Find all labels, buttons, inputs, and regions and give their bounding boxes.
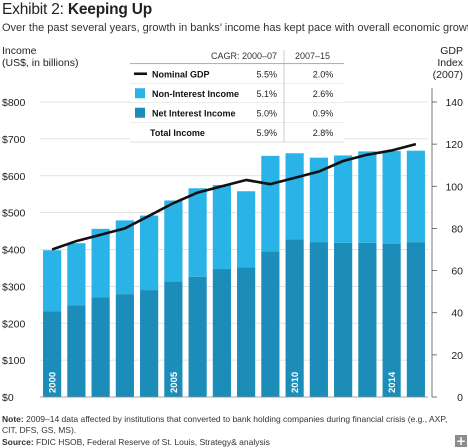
axis-layer: $0 $100 $200 $300 $400 $500 $600 $700 $800 0 20 40 6… (2, 88, 463, 404)
bar-non-interest-income (91, 228, 110, 298)
legend-swatch-box (135, 107, 145, 118)
legend-table: CAGR: 2000–07 2007–15 Nominal GDP 5.5% 2.0% N… (130, 50, 344, 143)
bar-non-interest-income (188, 188, 207, 277)
chart-subtitle: Over the past several years, growth in b… (2, 22, 468, 34)
bar-non-interest-income (67, 243, 86, 306)
right-tick-label: 120 (445, 139, 463, 151)
bar-net-interest-income (43, 311, 62, 397)
year-label: 2014 (387, 371, 398, 393)
legend-row-label: Net Interest Income (152, 108, 236, 118)
year-label: 2010 (290, 372, 301, 393)
bar-net-interest-income (91, 297, 110, 397)
left-tick-label: $500 (2, 208, 26, 220)
legend-value-2007-15: 2.0% (313, 69, 334, 79)
right-axis-label-line2: Index (437, 57, 463, 69)
source-text: FDIC HSOB, Federal Reserve of St. Louis,… (36, 437, 270, 447)
bar-net-interest-income (309, 242, 328, 397)
note-label: Note: (2, 414, 24, 424)
bar-non-interest-income (261, 155, 280, 252)
chart-title: Exhibit 2: Keeping Up (2, 1, 152, 19)
bar-net-interest-income (237, 267, 256, 397)
bar-net-interest-income (382, 243, 401, 397)
bar-non-interest-income (43, 250, 62, 312)
bar-non-interest-income (140, 215, 159, 291)
right-tick-label: 80 (451, 223, 463, 235)
chart-note: Note: 2009–14 data affected by instituti… (2, 414, 452, 436)
left-tick-label: $200 (2, 318, 26, 330)
right-tick-label: 0 (457, 392, 463, 404)
legend-value-2000-07: 5.1% (256, 89, 277, 99)
legend-swatch-box (135, 88, 145, 99)
right-tick-label: 20 (451, 350, 463, 362)
source-label: Source: (2, 437, 34, 447)
legend-row-label: Nominal GDP (152, 69, 210, 79)
legend-value-2007-15: 2.8% (313, 128, 334, 138)
legend-value-2007-15: 2.6% (313, 89, 334, 99)
bar-net-interest-income (188, 276, 207, 397)
legend-col1-header: CAGR: 2000–07 (211, 51, 277, 61)
bar-net-interest-income (67, 305, 86, 397)
left-tick-label: $800 (2, 97, 26, 109)
left-axis-label-line2: (US$, in billions) (2, 57, 79, 69)
left-tick-label: $300 (2, 281, 26, 293)
bar-non-interest-income (285, 153, 304, 240)
left-tick-label: $0 (2, 392, 14, 404)
bar-net-interest-income (334, 242, 353, 397)
right-axis-label-line3: (2007) (432, 69, 463, 81)
bar-net-interest-income (164, 281, 183, 397)
bar-net-interest-income (115, 294, 134, 397)
left-axis-label: Income (US$, in billions) (2, 45, 78, 69)
legend-row-bg (130, 64, 344, 84)
bar-non-interest-income (115, 220, 134, 295)
bar-non-interest-income (212, 184, 231, 270)
bar-net-interest-income (285, 239, 304, 397)
right-axis-label-line1: GDP (440, 45, 463, 57)
left-tick-label: $600 (2, 171, 26, 183)
gdp-line (51, 142, 417, 251)
legend-row-bg (130, 103, 344, 123)
left-axis-label-line1: Income (2, 45, 37, 57)
bar-net-interest-income (406, 242, 425, 397)
bar-non-interest-income (358, 151, 377, 243)
bar-net-interest-income (261, 251, 280, 397)
chart-source: Source: FDIC HSOB, Federal Reserve of St… (2, 437, 270, 447)
legend-row-label: Non-Interest Income (152, 89, 239, 99)
bar-non-interest-income (237, 191, 256, 268)
bar-net-interest-income (140, 290, 159, 397)
right-tick-label: 100 (445, 181, 463, 193)
legend-value-2000-07: 5.0% (256, 108, 277, 118)
legend-col2-header: 2007–15 (295, 51, 330, 61)
bar-net-interest-income (358, 242, 377, 397)
exhibit-title: Keeping Up (67, 1, 152, 18)
legend-row-bg (130, 122, 344, 142)
bar-non-interest-income (164, 200, 183, 282)
bar-net-interest-income (212, 269, 231, 397)
left-tick-label: $100 (2, 355, 26, 367)
bar-non-interest-income (309, 157, 328, 243)
left-tick-label: $700 (2, 134, 26, 146)
bar-layer: 2000 2005 2010 2014 (43, 150, 425, 397)
legend-value-2000-07: 5.9% (256, 128, 277, 138)
right-tick-label: 40 (451, 308, 463, 320)
left-tick-label: $400 (2, 245, 26, 257)
bar-non-interest-income (406, 150, 425, 243)
legend-row-label: Total Income (150, 128, 205, 138)
right-tick-label: 60 (451, 266, 463, 278)
right-tick-label: 140 (445, 97, 463, 109)
legend-value-2000-07: 5.5% (256, 69, 277, 79)
legend-row-bg (130, 83, 344, 103)
right-axis-label: GDP Index (2007) (433, 45, 463, 81)
year-label: 2005 (169, 371, 180, 393)
bar-non-interest-income (382, 151, 401, 244)
legend-value-2007-15: 0.9% (313, 108, 334, 118)
note-text: 2009–14 data affected by institutions th… (2, 414, 448, 435)
expand-button[interactable]: + (455, 434, 467, 448)
year-label: 2000 (48, 372, 59, 393)
bar-non-interest-income (334, 155, 353, 243)
exhibit-number: Exhibit 2: (2, 1, 64, 18)
gdp-line-layer (51, 142, 417, 251)
